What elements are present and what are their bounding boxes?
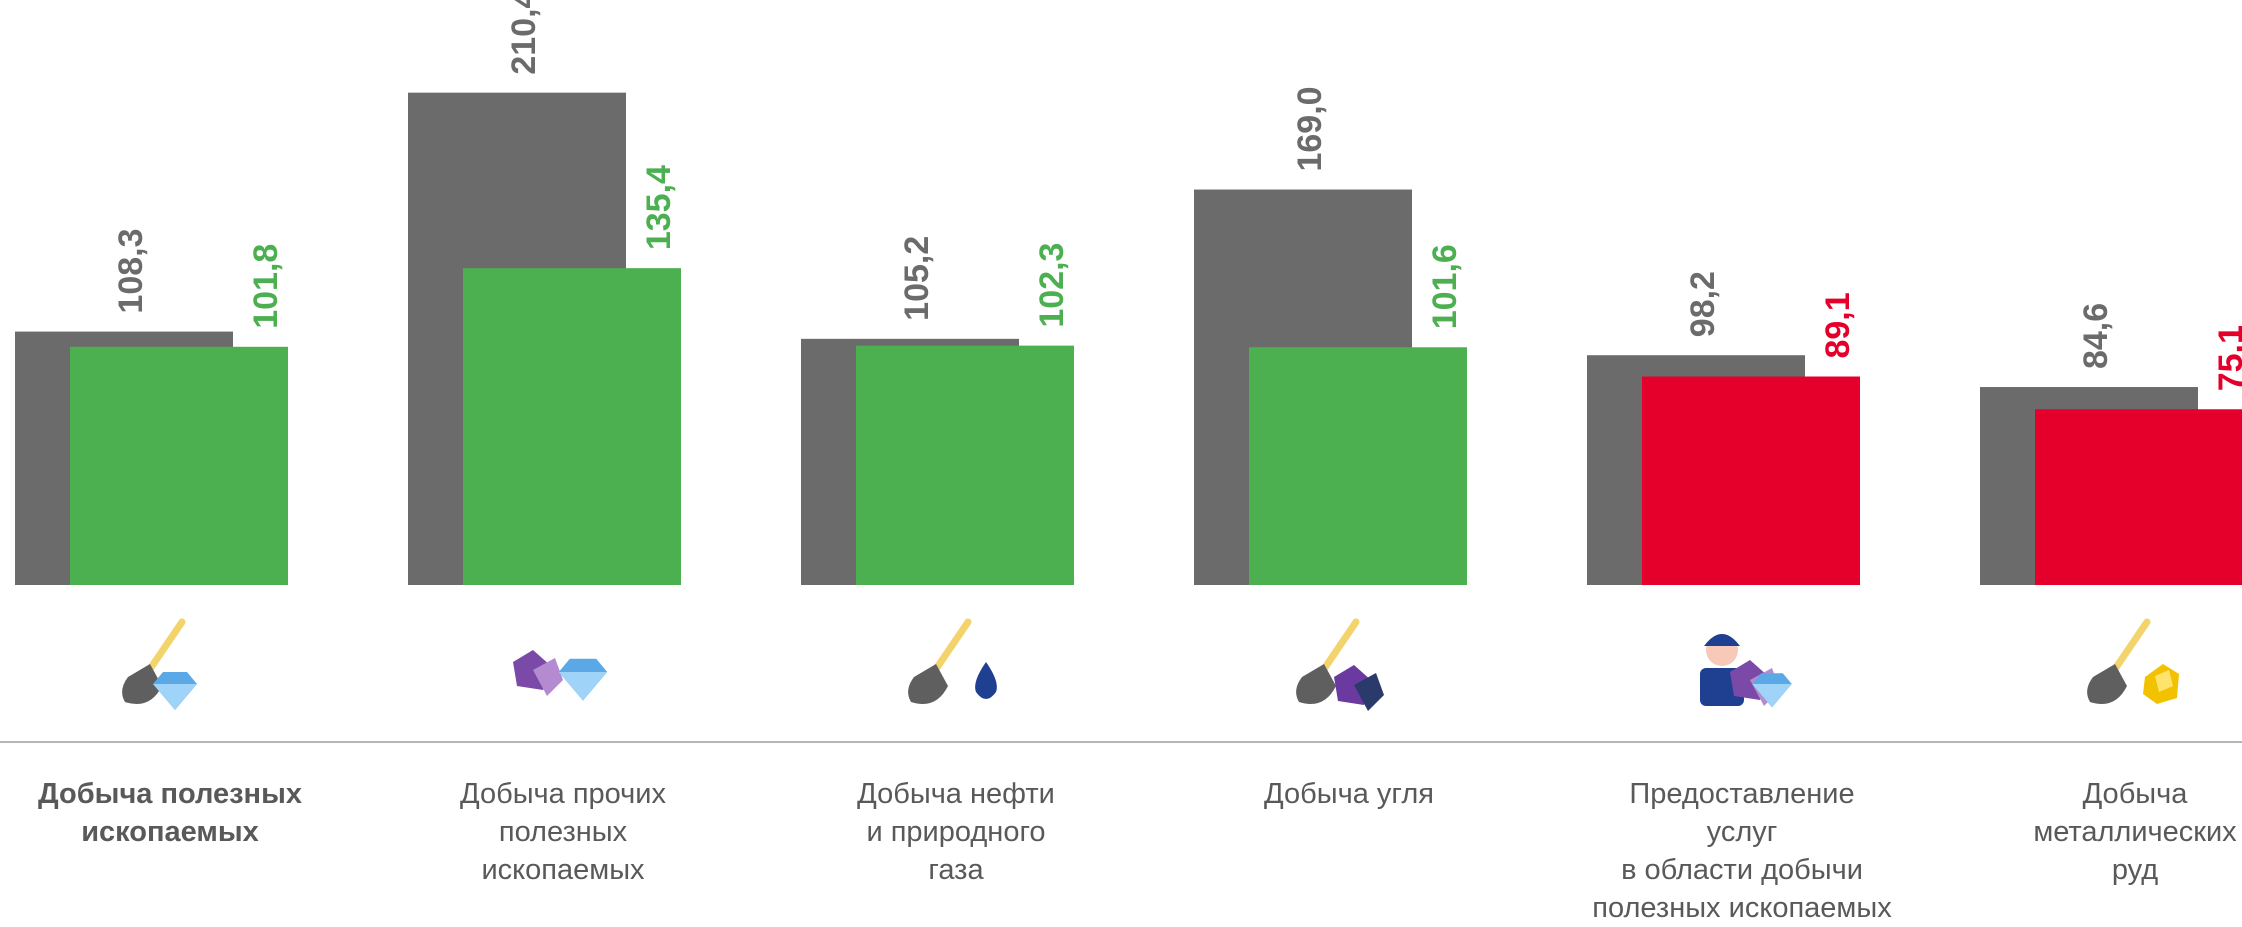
category-label-line: полезных [498, 816, 628, 848]
shovel-blade [908, 664, 948, 704]
oil-drop [975, 662, 997, 699]
category-label-line: ископаемых [481, 854, 645, 886]
bar-current-period [856, 345, 1074, 585]
category-label-line: газа [928, 854, 984, 886]
bar-current-period [1642, 376, 1860, 585]
category-label: Добыча угля [1199, 775, 1499, 813]
category-label-line: металлических [2033, 816, 2237, 848]
bar-current-period [2035, 409, 2242, 585]
rock-shape [533, 658, 563, 696]
shovel-handle [1318, 618, 1360, 676]
value-label-base: 105,2 [898, 236, 936, 321]
shovel-handle [144, 618, 186, 676]
shovel-gold-ore-icon [2087, 618, 2179, 704]
worker-hair [1704, 634, 1740, 646]
diamond-facet [153, 684, 197, 710]
value-label-base: 84,6 [2077, 303, 2115, 369]
category-label: Добыча полезных ископаемых [20, 775, 320, 851]
category-label-line: руд [2111, 854, 2159, 886]
category-label-line: в области добычи [1621, 854, 1863, 886]
bar-chart: 108,3 101,8 210,4 135,4 105,2 102,3 169,0 101,6… [0, 0, 2242, 743]
bar-current-period [70, 346, 288, 585]
diamond-facet [1752, 684, 1792, 708]
category-label-line: полезных ископаемых [1592, 892, 1892, 924]
bar-current-period [1249, 347, 1467, 585]
category-label-line: Добыча угля [1264, 778, 1434, 810]
value-label-base: 108,3 [112, 228, 150, 313]
category-label: Добыча нефти и природного газа [806, 775, 1106, 889]
value-label-base: 210,4 [505, 0, 543, 75]
category-label-line: Добыча [2082, 778, 2188, 810]
shovel-coal-icon [1296, 618, 1384, 711]
value-label-current: 89,1 [1819, 292, 1857, 358]
value-label-current: 102,3 [1033, 243, 1071, 328]
shovel-blade [1296, 664, 1336, 704]
shovel-blade [122, 664, 162, 704]
worker-gems-icon [1700, 634, 1792, 708]
category-label: Предоставление услуг в области добычи поле… [1592, 775, 1892, 927]
diamond-facet [558, 672, 608, 701]
category-label-line: Добыча полезных [38, 778, 302, 810]
gold-ore-highlight [2155, 670, 2173, 692]
value-label-current: 75,1 [2212, 325, 2242, 391]
category-label-line: ископаемых [81, 816, 259, 848]
shovel-blade [2087, 664, 2127, 704]
category-label: Добыча металлических руд [1985, 775, 2242, 889]
gems-diamond-icon [513, 650, 608, 701]
value-label-base: 98,2 [1684, 271, 1722, 337]
shovel-handle [930, 618, 972, 676]
rock-shape [1354, 673, 1384, 711]
bar-current-period [463, 268, 681, 585]
shovel-oil-drop-icon [908, 618, 997, 704]
value-label-current: 101,6 [1426, 244, 1464, 329]
value-label-current: 101,8 [247, 244, 285, 329]
value-label-base: 169,0 [1291, 86, 1329, 171]
category-label-line: Добыча нефти [857, 778, 1055, 810]
category-label-line: Предоставление услуг [1629, 778, 1855, 848]
category-label-line: и природного [866, 816, 1046, 848]
shovel-diamond-icon [122, 618, 197, 710]
category-label-line: Добыча прочих [460, 778, 666, 810]
value-label-current: 135,4 [640, 165, 678, 250]
shovel-handle [2109, 618, 2151, 676]
category-label: Добыча прочих полезных ископаемых [413, 775, 713, 889]
